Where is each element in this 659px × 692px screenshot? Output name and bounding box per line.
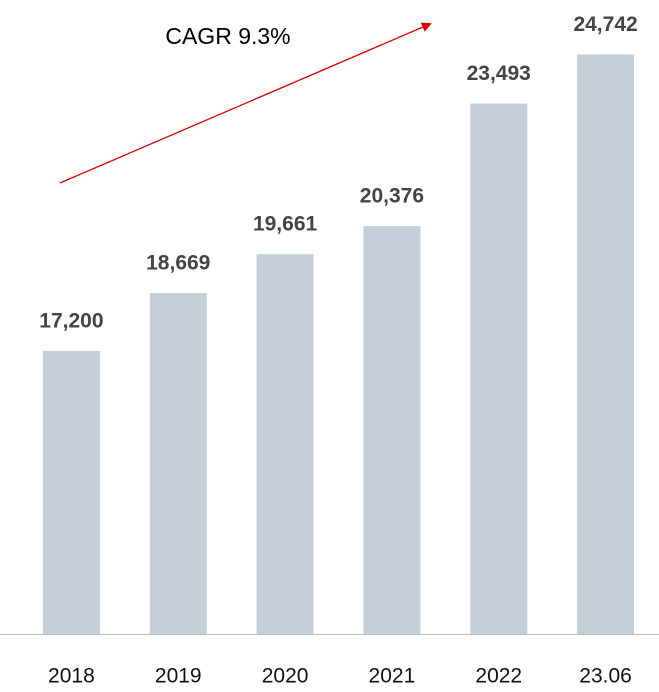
x-tick-label: 2022 xyxy=(475,665,522,688)
bar xyxy=(42,350,100,634)
x-tick-label: 2019 xyxy=(155,665,202,688)
bar xyxy=(256,254,314,634)
x-tick-label: 23.06 xyxy=(579,665,632,688)
value-label: 20,376 xyxy=(360,185,424,208)
value-label: 19,661 xyxy=(253,213,318,236)
bar xyxy=(470,103,528,634)
bar xyxy=(149,293,207,634)
bar xyxy=(363,226,421,634)
trend-arrow xyxy=(59,22,432,184)
bar xyxy=(577,54,635,634)
annotation: CAGR 9.3% xyxy=(165,23,290,49)
x-tick-label: 2020 xyxy=(262,665,309,688)
value-label: 23,493 xyxy=(467,62,531,85)
value-label: 17,200 xyxy=(39,309,103,332)
x-tick-label: 2018 xyxy=(48,665,95,688)
x-tick-label: 2021 xyxy=(369,665,416,688)
value-label: 18,669 xyxy=(146,252,210,275)
value-label: 24,742 xyxy=(573,13,637,36)
